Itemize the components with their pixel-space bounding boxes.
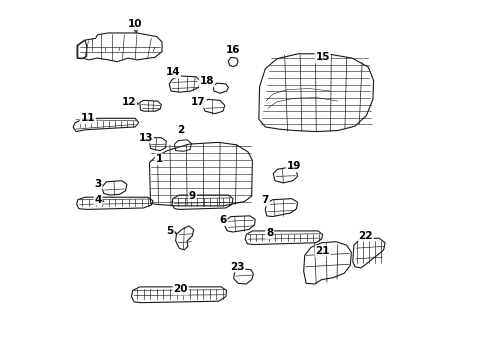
Text: 16: 16	[225, 45, 240, 55]
Text: 4: 4	[94, 195, 102, 205]
Text: 17: 17	[191, 97, 205, 107]
Text: 5: 5	[166, 226, 174, 236]
Text: 20: 20	[173, 284, 187, 294]
Text: 13: 13	[139, 133, 153, 143]
Text: 9: 9	[188, 191, 196, 201]
Text: 7: 7	[261, 195, 268, 206]
Text: 15: 15	[315, 52, 329, 62]
Text: 23: 23	[230, 262, 244, 272]
Text: 8: 8	[265, 228, 273, 238]
Text: 11: 11	[81, 113, 95, 123]
Text: 18: 18	[199, 76, 214, 86]
Text: 1: 1	[155, 154, 163, 164]
Text: 22: 22	[358, 231, 372, 240]
Text: 19: 19	[286, 161, 300, 171]
Text: 12: 12	[122, 97, 136, 107]
Text: 14: 14	[165, 67, 180, 77]
Text: 2: 2	[177, 125, 184, 135]
Text: 21: 21	[315, 246, 329, 256]
Text: 3: 3	[94, 179, 102, 189]
Text: 6: 6	[219, 215, 226, 225]
Text: 10: 10	[128, 19, 142, 29]
